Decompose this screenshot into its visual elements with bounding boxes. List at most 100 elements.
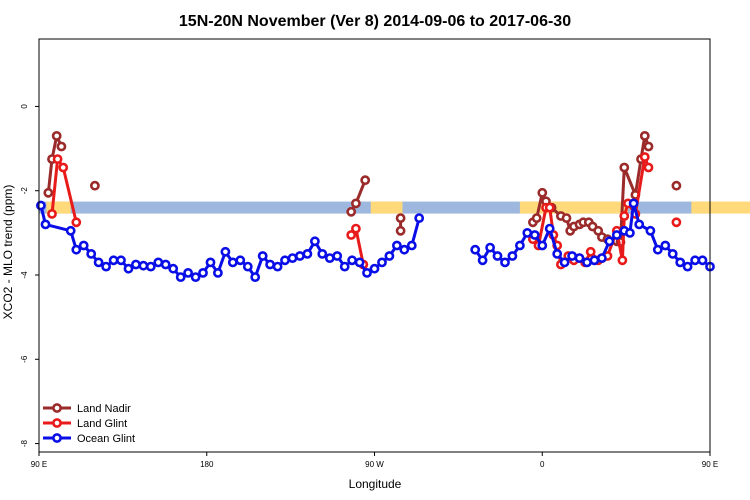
data-point (500, 257, 510, 268)
legend-swatch-marker (52, 433, 62, 443)
data-point (227, 257, 238, 268)
data-point (354, 257, 365, 268)
data-point (645, 225, 656, 236)
data-point (257, 251, 268, 261)
data-point (537, 240, 548, 251)
y-axis-label: XCO2 - MLO trend (ppm) (1, 185, 15, 320)
data-point (391, 240, 402, 251)
data-point (78, 240, 89, 251)
data-point (515, 240, 525, 251)
data-point (585, 246, 596, 257)
data-point (369, 263, 380, 274)
legend-item: Ocean Glint (43, 433, 135, 445)
data-point (58, 162, 69, 173)
data-point (522, 227, 533, 238)
data-point (682, 261, 693, 272)
legend-label: Land Nadir (77, 403, 131, 415)
data-point (507, 251, 518, 261)
data-point (339, 261, 350, 272)
data-point (544, 223, 555, 234)
data-point (130, 259, 141, 270)
data-point (175, 272, 186, 282)
data-point (559, 257, 570, 268)
data-point (93, 257, 104, 268)
data-point (660, 240, 671, 251)
data-point (628, 198, 639, 209)
data-point (71, 244, 82, 255)
data-point (101, 261, 111, 272)
data-point (90, 180, 100, 191)
data-point (697, 255, 708, 266)
data-point (634, 219, 645, 230)
y-axis: 0 -2 -4 -6 -8 (20, 104, 39, 447)
x-tick-label: 90 E (31, 460, 47, 469)
legend-label: Land Glint (77, 418, 127, 430)
data-point (485, 242, 495, 253)
data-point (242, 261, 253, 272)
data-point (477, 255, 488, 266)
data-point (317, 248, 328, 259)
data-point (51, 130, 62, 141)
x-tick-label: 90 W (365, 460, 384, 469)
data-point (168, 263, 179, 274)
data-point (671, 180, 682, 191)
data-point (309, 236, 320, 247)
legend-swatch-marker (52, 418, 62, 428)
data-point (643, 162, 654, 173)
data-point (123, 263, 134, 274)
data-point (377, 257, 387, 268)
band-land (370, 201, 403, 214)
data-point (414, 213, 425, 223)
band-land (691, 201, 750, 214)
data-point (235, 255, 246, 266)
data-point (183, 267, 193, 278)
data-point (604, 236, 615, 247)
data-point (652, 244, 663, 255)
data-point (639, 130, 650, 141)
data-point (52, 154, 63, 164)
y-tick-label: -6 (20, 355, 29, 363)
data-point (597, 253, 607, 263)
data-point (639, 152, 650, 162)
data-point (71, 217, 82, 228)
data-point (589, 255, 600, 266)
x-tick-label: 90 E (702, 460, 718, 469)
data-point (47, 208, 57, 219)
data-point (671, 217, 682, 228)
data-point (470, 244, 481, 255)
legend-label: Ocean Glint (77, 433, 135, 445)
chart-title: 15N-20N November (Ver 8) 2014-09-06 to 2… (179, 13, 571, 30)
y-tick-label: -4 (20, 271, 29, 279)
x-tick-label: 180 (200, 460, 214, 469)
legend-swatch-marker (52, 403, 62, 413)
series-0 (43, 130, 682, 247)
data-point (160, 259, 171, 270)
legend-item: Land Nadir (43, 403, 131, 415)
data-point (272, 261, 283, 272)
data-point (552, 248, 563, 259)
data-point (86, 248, 97, 259)
y-tick-label: -8 (20, 439, 29, 447)
data-point (399, 244, 410, 255)
data-point (384, 251, 395, 261)
data-point (65, 225, 76, 236)
data-point (574, 253, 585, 263)
data-point (531, 213, 542, 223)
data-point (302, 248, 313, 259)
data-point (643, 141, 654, 152)
data-point (667, 248, 678, 259)
data-point (36, 200, 46, 211)
data-point (205, 257, 216, 268)
data-point (611, 230, 622, 240)
data-point (190, 272, 201, 282)
data-point (250, 272, 261, 282)
data-point (406, 240, 417, 251)
data-point (362, 267, 372, 278)
data-point (619, 211, 630, 221)
data-point (346, 230, 357, 240)
data-point (625, 227, 635, 238)
data-point (56, 141, 67, 152)
data-point (360, 175, 371, 186)
